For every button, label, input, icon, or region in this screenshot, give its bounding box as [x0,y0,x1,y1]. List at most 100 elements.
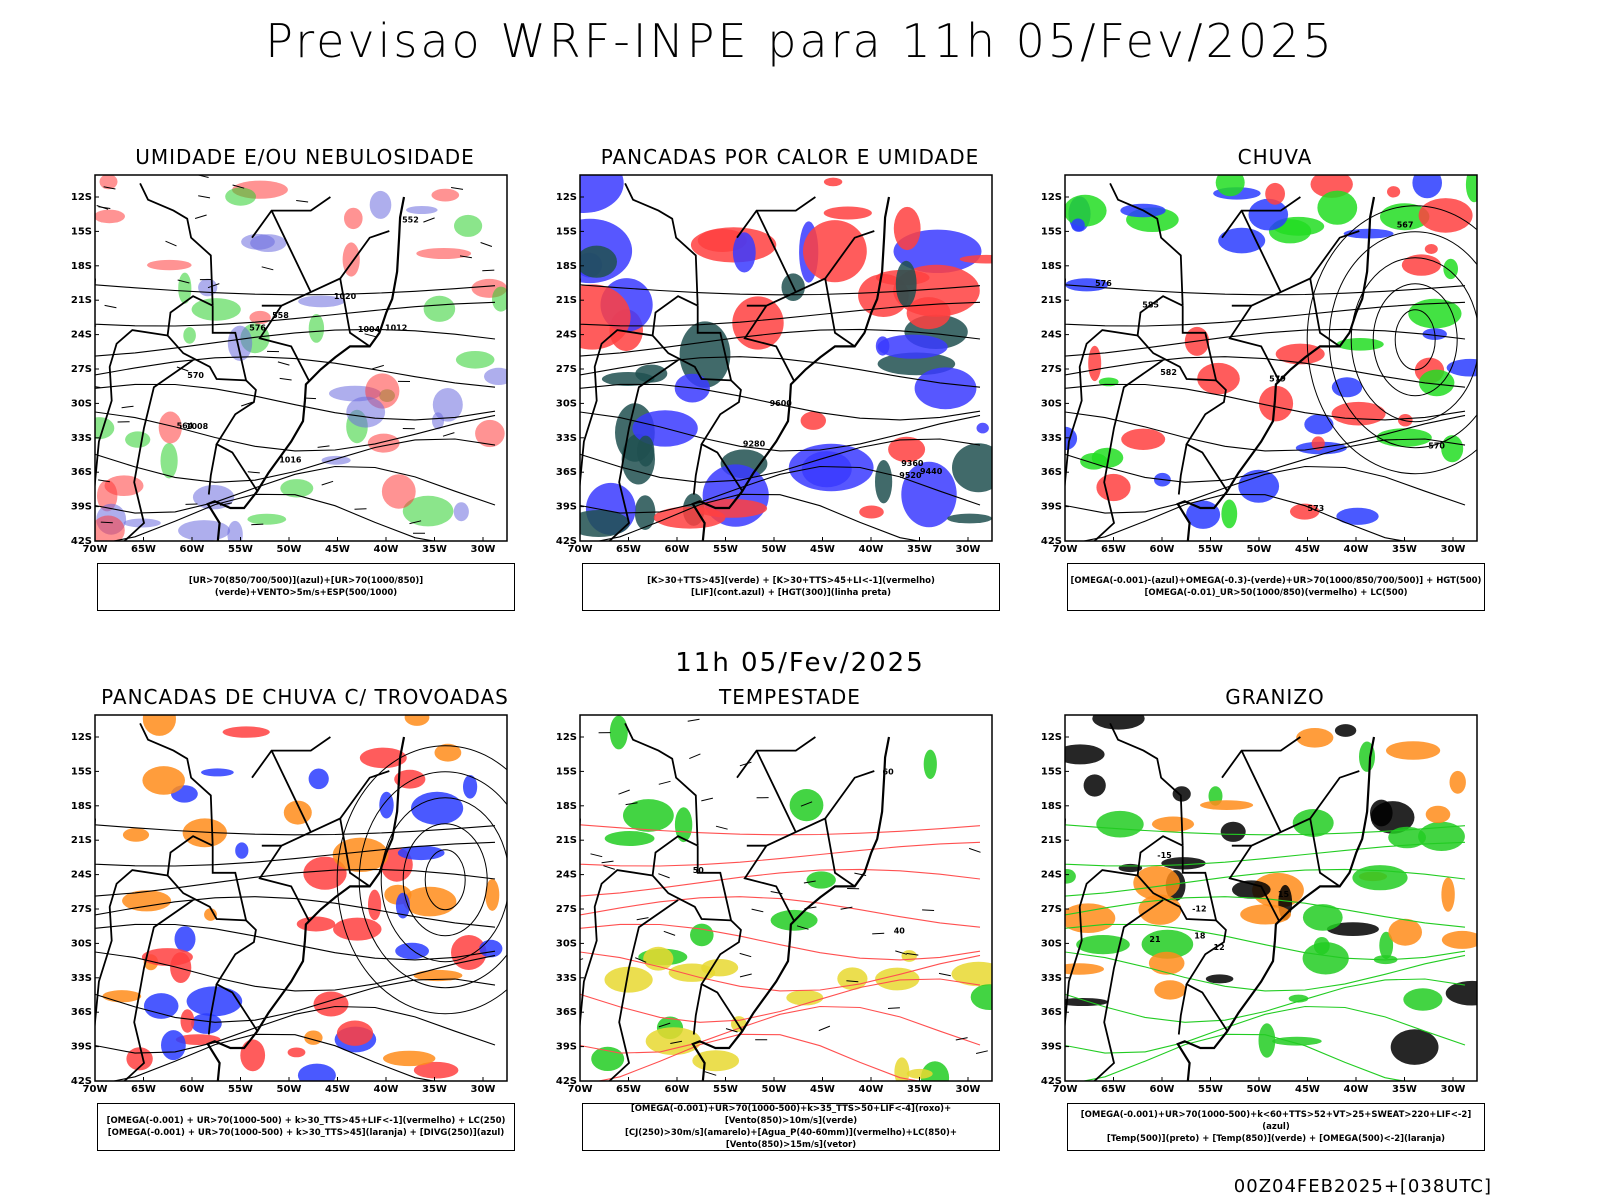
border-line [1228,305,1280,381]
shaded-area [296,916,336,932]
wind-vector [121,405,134,409]
border-line [139,183,214,306]
lat-label: 30S [1041,398,1062,409]
shaded-area [95,417,115,440]
shaded-area [192,485,235,510]
lat-label: 15S [71,766,92,777]
wind-vector [104,304,117,309]
lon-label: 70W [83,1084,108,1095]
border-line [339,278,371,348]
lon-label: 30W [956,1084,981,1095]
contour-line [424,849,466,911]
border-line [251,736,331,779]
shaded-area [1083,774,1106,797]
shaded-area [894,1057,910,1081]
legend-line-1: [UR>70(850/700/500)](azul)+[UR>70(1000/8… [188,576,424,598]
shaded-area [1218,227,1266,254]
wind-vector [103,186,116,190]
contour-line [95,868,496,897]
coastline [1176,196,1376,541]
wind-vector [480,242,493,247]
shaded-area [475,419,505,448]
shaded-area [959,254,992,264]
legend-line-1: [OMEGA(-0.001)+UR>70(1000-500)+k>35_TTS>… [630,1104,952,1126]
map-content: -15 -12 12 15 18 21 12S 15S 18S 21S 24S 27S 30S 33S 36… [1041,714,1478,1095]
shaded-area [1304,414,1334,435]
contour-label: 1020 [334,292,357,301]
border-line [651,295,732,382]
shaded-area [653,506,726,529]
shaded-area [394,769,426,789]
contour-label: -15 [1157,851,1172,860]
wind-vector [194,214,207,219]
shaded-area [368,889,382,921]
panel-chuva: CHUVA 585 582 579 576 573 570 567 12S 15S 18S 21S 2… [1041,145,1545,625]
contour-label: -12 [1192,905,1206,914]
wind-vector [687,718,700,722]
lon-label: 65W [1101,1084,1126,1095]
shaded-area [1334,724,1357,737]
lon-label: 60W [1150,544,1175,555]
contour-label: 570 [1428,442,1445,451]
wind-vector [165,240,177,247]
shaded-area [823,206,872,220]
contour-line [580,438,981,483]
wind-vector [872,932,885,935]
shaded-area [1326,922,1379,936]
wind-vector [840,906,853,910]
wind-vector [796,925,809,930]
wind-vector [715,825,728,830]
lon-label: 30W [1441,544,1466,555]
wind-vector [938,972,951,977]
shaded-area [580,175,624,213]
wind-vector [177,279,190,284]
lat-label: 21S [556,295,577,306]
contour-line [1394,309,1436,371]
shaded-area [402,495,454,527]
wind-vector [590,853,603,858]
shaded-area [1418,198,1473,233]
panel-title: CHUVA [1237,145,1313,169]
lat-label: 15S [1041,226,1062,237]
border-line [123,899,194,1081]
shaded-area [240,1039,266,1072]
lat-label: 15S [556,226,577,237]
contour-line [1065,951,1466,992]
border-line [1309,818,1341,888]
contour-label: 9520 [899,471,922,480]
shaded-area [367,433,400,453]
lat-label: 24S [1041,870,1062,881]
lat-label: 42S [556,1076,577,1087]
lat-label: 27S [556,364,577,375]
contour-label: 570 [187,371,204,380]
shaded-area [191,298,241,321]
shaded-area [1408,298,1462,329]
shaded-area [1424,244,1438,254]
contour-line [580,896,981,928]
lon-label: 40W [859,1084,884,1095]
shaded-area [333,917,382,941]
border-line [624,183,699,306]
lat-label: 39S [71,502,92,513]
lat-label: 24S [71,870,92,881]
border-line [1136,295,1217,382]
shaded-area [191,1013,222,1034]
shaded-area [141,948,193,966]
contour-line [1065,465,1466,514]
contour-line [580,301,981,327]
contour-line [1065,356,1466,388]
shaded-area [1220,821,1246,842]
shaded-area [247,513,287,525]
contour-line [1065,824,1466,836]
shaded-area [225,187,256,206]
wind-vector [906,952,919,956]
shaded-area [102,990,142,1003]
shaded-area [1311,436,1325,451]
shaded-area [1071,218,1085,232]
panel-title: UMIDADE E/OU NEBULOSIDADE [135,145,475,169]
wind-vector [887,1007,900,1009]
panel-title: TEMPESTADE [719,685,861,709]
